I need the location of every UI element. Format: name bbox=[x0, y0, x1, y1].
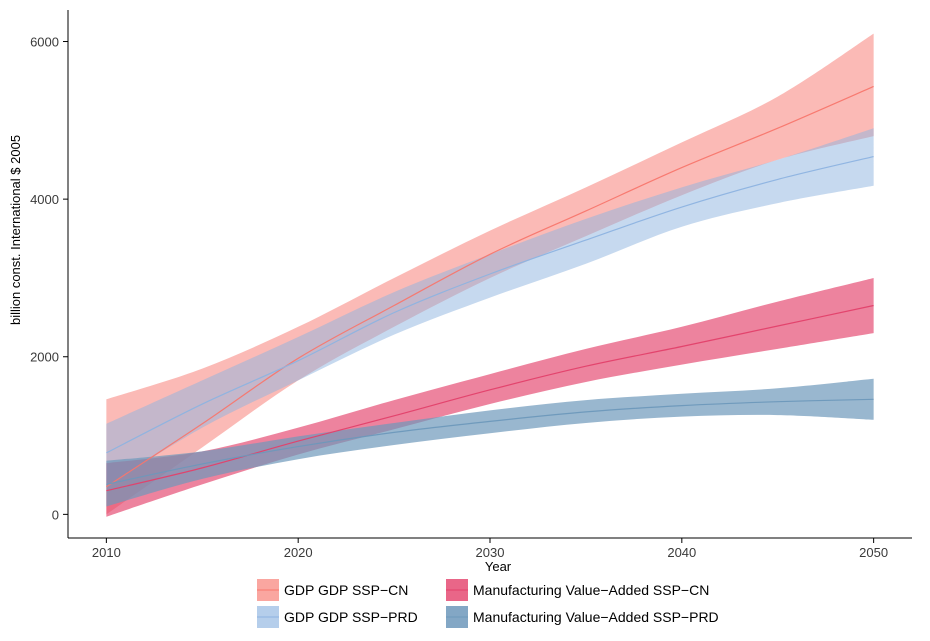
legend-item: Manufacturing Value−Added SSP−PRD bbox=[446, 606, 719, 628]
legend-label: Manufacturing Value−Added SSP−PRD bbox=[473, 609, 719, 625]
legend-label: Manufacturing Value−Added SSP−CN bbox=[473, 582, 709, 598]
confidence-bands bbox=[106, 33, 874, 517]
x-tick-label: 2030 bbox=[476, 545, 505, 560]
x-tick-label: 2020 bbox=[284, 545, 313, 560]
x-tick-label: 2050 bbox=[859, 545, 888, 560]
y-tick-label: 6000 bbox=[30, 35, 59, 50]
band-series-2 bbox=[106, 128, 874, 487]
series-lines bbox=[106, 85, 874, 492]
y-axis-title: billion const. International $ 2005 bbox=[8, 135, 23, 325]
legend-item: Manufacturing Value−Added SSP−CN bbox=[446, 579, 709, 601]
axes: 0 2000 4000 6000 2010 2020 2030 2040 2050 bbox=[30, 10, 912, 560]
y-tick-label: 2000 bbox=[30, 350, 59, 365]
legend-item: GDP GDP SSP−CN bbox=[257, 579, 408, 601]
line-series-1 bbox=[106, 85, 874, 488]
legend: GDP GDP SSP−CN GDP GDP SSP−PRD Manufacturi… bbox=[257, 579, 719, 628]
line-series-4 bbox=[106, 398, 874, 485]
line-series-3 bbox=[106, 304, 874, 492]
band-series-3 bbox=[106, 277, 874, 517]
band-series-4 bbox=[106, 378, 874, 507]
legend-item: GDP GDP SSP−PRD bbox=[257, 606, 418, 628]
y-tick-label: 0 bbox=[52, 507, 59, 522]
legend-label: GDP GDP SSP−CN bbox=[284, 582, 408, 598]
line-series-2 bbox=[106, 155, 874, 454]
x-tick-label: 2010 bbox=[92, 545, 121, 560]
legend-label: GDP GDP SSP−PRD bbox=[284, 609, 418, 625]
x-tick-label: 2040 bbox=[667, 545, 696, 560]
x-axis-title: Year bbox=[485, 559, 512, 574]
y-tick-label: 4000 bbox=[30, 192, 59, 207]
